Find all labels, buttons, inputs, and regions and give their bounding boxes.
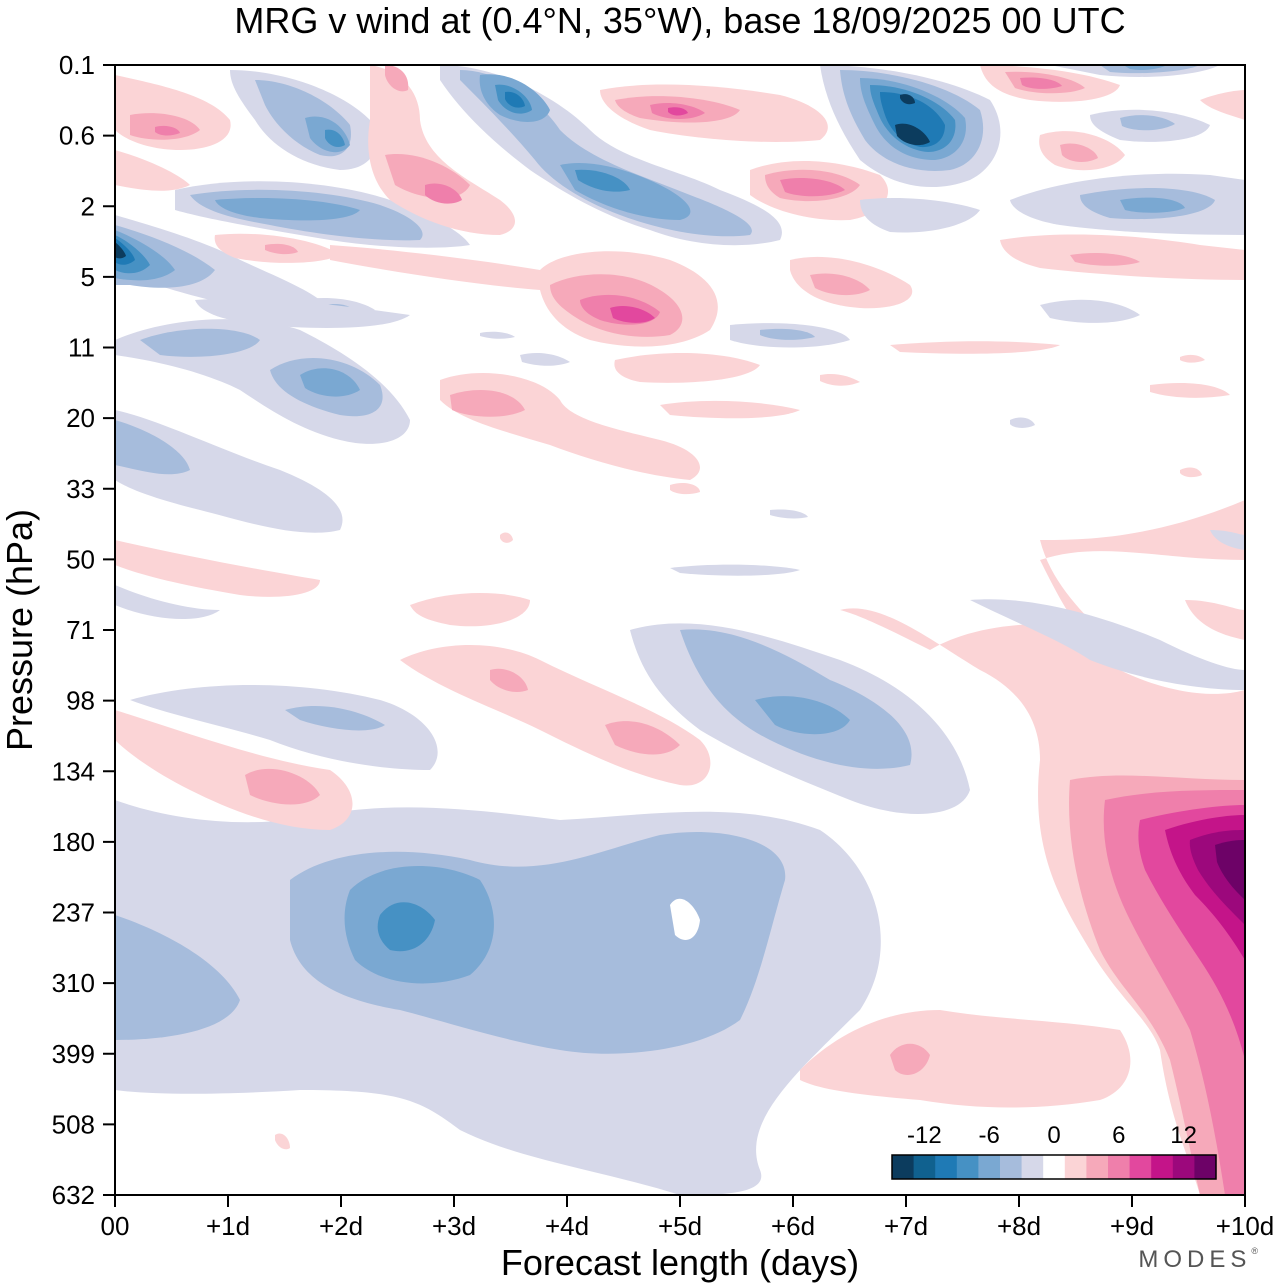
colorbar-tick-label: -12 [907, 1122, 942, 1149]
x-tick-label: +8d [997, 1211, 1041, 1241]
y-tick-label: 0.1 [59, 50, 95, 80]
modes-logo-text: MODES [1138, 1246, 1252, 1273]
y-tick-label: 20 [66, 403, 95, 433]
y-tick-label: 71 [66, 615, 95, 645]
colorbar-swatch [978, 1155, 1001, 1179]
contour-positive-right [800, 500, 1245, 1195]
contour-negative-71-right [115, 530, 1245, 690]
colorbar-swatch [1043, 1155, 1066, 1179]
x-tick-label: +10d [1216, 1211, 1275, 1241]
contour-negative-98 [130, 623, 970, 814]
x-tick-label: 00 [101, 1211, 130, 1241]
y-tick-label: 11 [68, 333, 95, 363]
y-tick-label: 33 [66, 474, 95, 504]
contour-positive-mid [115, 540, 711, 830]
x-axis-label: Forecast length (days) [501, 1242, 859, 1283]
contour-negative-lower [115, 800, 881, 1195]
y-tick-label: 0.6 [59, 121, 95, 151]
x-tick-label: +6d [771, 1211, 815, 1241]
colorbar-frame [891, 1154, 1217, 1180]
colorbar-swatch [935, 1155, 958, 1179]
colorbar-tick-label: 0 [1047, 1122, 1060, 1149]
x-tick-label: +3d [432, 1211, 476, 1241]
colorbar-swatch [1151, 1155, 1174, 1179]
colorbar-swatch [892, 1155, 915, 1179]
y-axis-label: Pressure (hPa) [0, 509, 40, 751]
y-tick-label: 399 [52, 1039, 95, 1069]
contour-upper-mid [115, 299, 1230, 576]
colorbar-swatch [1086, 1155, 1109, 1179]
colorbar-swatch [1172, 1155, 1195, 1179]
x-tick-label: +4d [545, 1211, 589, 1241]
colorbar-swatch [1064, 1155, 1087, 1179]
colorbar-swatch [1108, 1155, 1131, 1179]
y-tick-label: 5 [81, 262, 95, 292]
y-tick-label: 180 [52, 827, 95, 857]
y-tick-label: 2 [81, 191, 95, 221]
x-tick-label: +1d [206, 1211, 250, 1241]
colorbar-tick-label: -6 [979, 1122, 1000, 1149]
contour-field [115, 65, 1245, 1195]
x-tick-label: +5d [658, 1211, 702, 1241]
y-tick-label: 632 [52, 1180, 95, 1210]
y-axis: 0.1 0.6 2 5 11 20 33 50 71 98 134 180 237 310 399 508 63… [52, 50, 115, 1210]
x-tick-label: +2d [319, 1211, 363, 1241]
colorbar-swatch [1129, 1155, 1152, 1179]
registered-mark: ® [1251, 1246, 1258, 1256]
y-tick-label: 508 [52, 1109, 95, 1139]
y-tick-label: 134 [52, 756, 95, 786]
x-axis: 00 +1d +2d +3d +4d +5d +6d +7d +8d +9d +10d [101, 1195, 1275, 1241]
y-tick-label: 98 [66, 686, 95, 716]
colorbar: -12 -6 0 6 12 [891, 1122, 1217, 1180]
y-tick-label: 50 [66, 544, 95, 574]
contour-upper-top [115, 65, 1245, 1150]
colorbar-swatch [1000, 1155, 1023, 1179]
colorbar-tick-label: 12 [1170, 1122, 1197, 1149]
colorbar-swatch [913, 1155, 936, 1179]
colorbar-tick-label: 6 [1112, 1122, 1125, 1149]
modes-logo: MODES® [1138, 1246, 1258, 1274]
colorbar-swatch [1021, 1155, 1044, 1179]
colorbar-swatch [956, 1155, 979, 1179]
y-tick-label: 310 [52, 968, 95, 998]
x-tick-label: +9d [1110, 1211, 1154, 1241]
x-tick-label: +7d [884, 1211, 928, 1241]
chart-title: MRG v wind at (0.4°N, 35°W), base 18/09/… [234, 0, 1126, 41]
colorbar-swatch [1194, 1155, 1217, 1179]
y-tick-label: 237 [52, 898, 95, 928]
